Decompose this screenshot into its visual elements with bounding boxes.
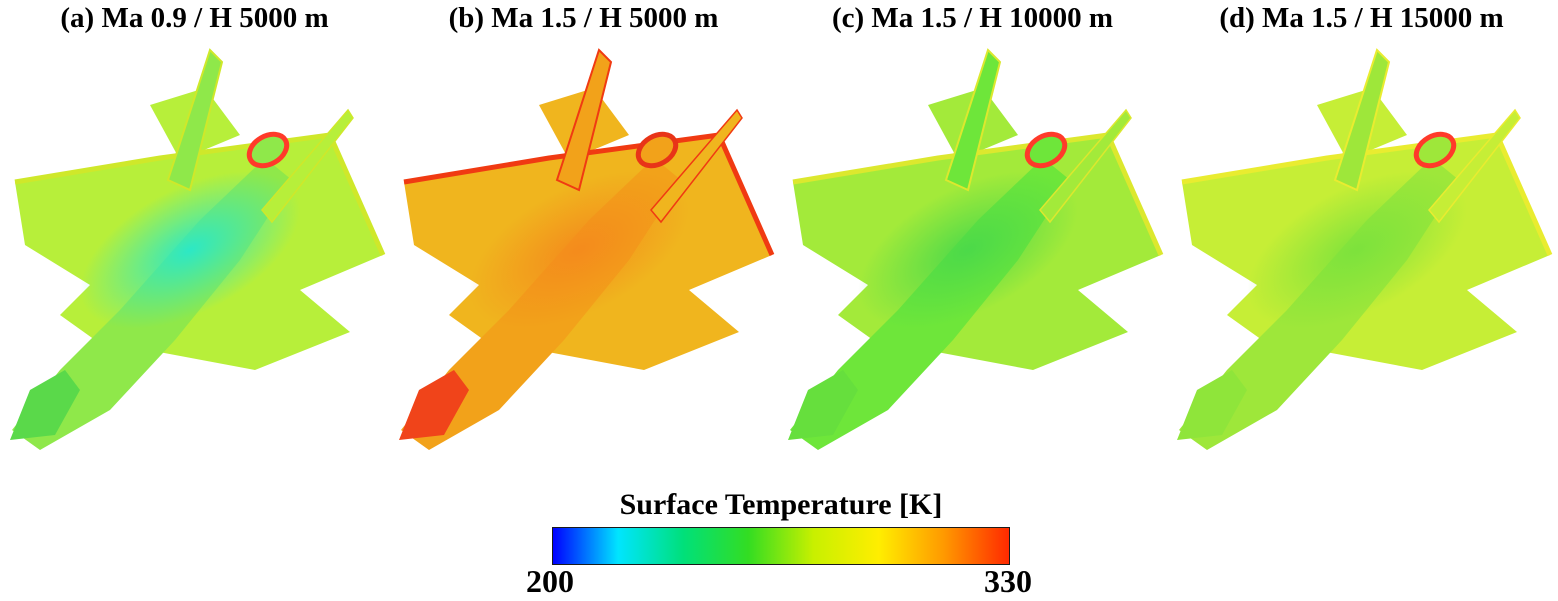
vertical-tail xyxy=(555,48,613,192)
aircraft-surface-temperature-render xyxy=(1177,48,1553,450)
panel-d: (d) Ma 1.5 / H 15000 m xyxy=(1167,0,1556,480)
panel-b: (b) Ma 1.5 / H 5000 m xyxy=(389,0,778,480)
nose-cone xyxy=(788,370,858,440)
engine-nozzle xyxy=(246,131,290,169)
vertical-tail xyxy=(1039,108,1132,224)
panel-title: (d) Ma 1.5 / H 15000 m xyxy=(1219,2,1504,34)
aircraft-surface-temperature-render xyxy=(10,48,386,450)
nose-cone xyxy=(1177,370,1247,440)
aircraft-surface-temperature-render xyxy=(788,48,1164,450)
colorbar-min-label: 200 xyxy=(526,563,574,599)
vertical-tail xyxy=(650,108,743,224)
engine-nozzle xyxy=(635,131,679,169)
vertical-tail xyxy=(1428,108,1521,224)
wing-leading-edge xyxy=(1181,132,1553,257)
wing-leading-edge xyxy=(403,132,775,257)
colorbar-max-label: 330 xyxy=(984,563,1032,599)
temperature-core-zone xyxy=(469,171,689,329)
colorbar-title: Surface Temperature [K] xyxy=(619,488,943,521)
vertical-tail xyxy=(166,48,224,192)
panel-a: (a) Ma 0.9 / H 5000 m xyxy=(0,0,389,480)
nose-cone xyxy=(399,370,469,440)
aircraft-surface-temperature-render xyxy=(399,48,775,450)
wing-leading-edge xyxy=(14,132,386,257)
vertical-tail xyxy=(1333,48,1391,192)
vertical-tail xyxy=(944,48,1002,192)
panel-title: (a) Ma 0.9 / H 5000 m xyxy=(60,2,329,34)
engine-nozzle xyxy=(1024,131,1068,169)
wing-leading-edge xyxy=(792,132,1164,257)
panel-title: (b) Ma 1.5 / H 5000 m xyxy=(448,2,719,34)
colorbar-gradient xyxy=(552,527,1010,565)
temperature-core-zone xyxy=(858,171,1078,329)
panel-title: (c) Ma 1.5 / H 10000 m xyxy=(831,2,1114,34)
temperature-core-zone xyxy=(80,171,300,329)
vertical-tail xyxy=(261,108,354,224)
panel-c: (c) Ma 1.5 / H 10000 m xyxy=(778,0,1167,480)
temperature-core-zone xyxy=(1247,171,1467,329)
nose-cone xyxy=(10,370,80,440)
engine-nozzle xyxy=(1413,131,1457,169)
